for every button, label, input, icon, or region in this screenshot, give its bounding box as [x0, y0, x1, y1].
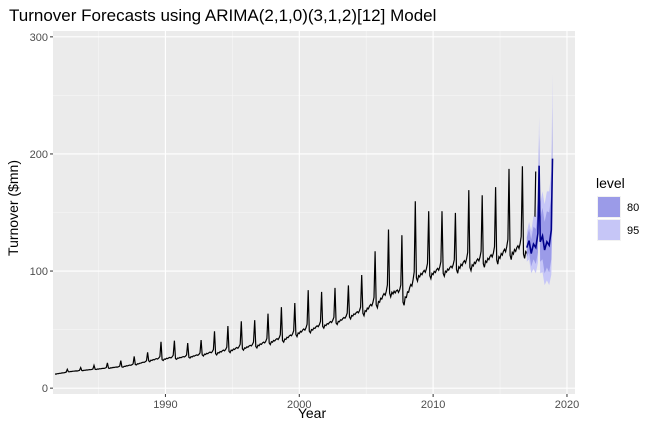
- x-tick-label: 1990: [153, 399, 177, 411]
- history-series-line: [54, 166, 537, 375]
- y-tick-label: 0: [42, 383, 48, 395]
- forecast-mean-line: [526, 158, 554, 254]
- y-tick-label: 300: [30, 32, 48, 44]
- legend: level 80 95: [596, 175, 639, 241]
- legend-label-95: 95: [627, 225, 639, 237]
- legend-title: level: [596, 175, 625, 191]
- x-tick-label: 2010: [421, 399, 445, 411]
- legend-entries: 80 95: [597, 196, 639, 241]
- y-tick-label: 200: [30, 149, 48, 161]
- legend-swatch-80: [598, 197, 620, 217]
- legend-swatch-95: [598, 220, 620, 240]
- plot-panel: [53, 31, 575, 394]
- y-axis: 0 100 200 300: [30, 32, 53, 395]
- x-tick-label: 2020: [555, 399, 579, 411]
- x-axis-title: Year: [298, 405, 327, 421]
- y-axis-title: Turnover ($mn): [5, 160, 21, 256]
- legend-label-80: 80: [627, 202, 639, 214]
- chart-title: Turnover Forecasts using ARIMA(2,1,0)(3,…: [9, 6, 436, 25]
- x-axis: 1990 2000 2010 2020: [153, 394, 579, 411]
- y-tick-label: 100: [30, 266, 48, 278]
- x-tick-label: 2000: [287, 399, 311, 411]
